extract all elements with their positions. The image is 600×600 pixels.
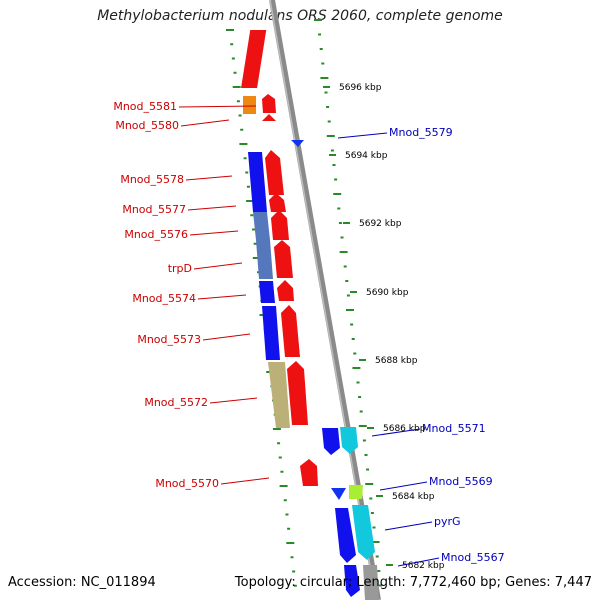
kbp-tick-label: 5694 kbp	[345, 151, 388, 161]
genome-backbone-highlight	[269, 0, 377, 600]
left-gene-label[interactable]: Mnod_5572	[144, 396, 208, 409]
gene-feature-red-e[interactable]	[277, 280, 294, 301]
right-label-leader	[397, 557, 440, 567]
gene-feature-mnod-5580b[interactable]	[262, 114, 276, 121]
gene-feature-mnod-5571-cyan[interactable]	[340, 427, 358, 454]
kbp-tick-label: 5686 kbp	[383, 424, 426, 434]
gene-feature-red-g[interactable]	[287, 361, 308, 425]
gene-feature-pyrg-blue[interactable]	[335, 508, 356, 563]
left-gene-labels: Mnod_5581 Mnod_5580 Mnod_5578 Mnod_5577 Mnod…	[113, 100, 270, 490]
right-gene-label[interactable]: Mnod_5569	[429, 475, 493, 488]
left-label-leader	[209, 397, 258, 404]
gene-feature-red-b[interactable]	[269, 193, 286, 212]
gene-feature-mnod-5576[interactable]	[253, 212, 270, 240]
gene-feature-mnod-5572[interactable]	[268, 362, 290, 428]
left-label-leader	[220, 477, 270, 485]
gene-feature-mnod-5579[interactable]	[291, 140, 304, 147]
left-gene-label[interactable]: Mnod_5580	[115, 119, 179, 132]
genome-backbone	[269, 0, 381, 600]
kbp-tick-label: 5690 kbp	[366, 288, 409, 298]
genome-title: Methylobacterium nodulans ORS 2060, comp…	[97, 8, 503, 24]
left-label-leader	[180, 119, 230, 127]
gene-feature-mnod-5567-gray[interactable]	[363, 565, 379, 600]
left-gene-label[interactable]: Mnod_5576	[124, 228, 188, 241]
left-gene-label[interactable]: trpD	[168, 262, 192, 275]
accession-text: Accession: NC_011894	[8, 575, 156, 590]
left-gene-label[interactable]: Mnod_5573	[137, 333, 201, 346]
left-label-leader	[189, 230, 239, 236]
kbp-tick-label: 5682 kbp	[402, 561, 445, 571]
gene-feature-mnod-5580[interactable]	[262, 94, 276, 113]
left-gene-label[interactable]: Mnod_5578	[120, 173, 184, 186]
left-label-leader	[193, 262, 243, 270]
right-gene-label[interactable]: pyrG	[434, 515, 461, 528]
gene-feature-mnod-5571-blue[interactable]	[322, 428, 340, 455]
left-label-leader	[185, 175, 233, 181]
gene-feature-top[interactable]	[241, 30, 267, 88]
gene-features	[241, 30, 379, 600]
right-label-leader	[379, 481, 428, 491]
left-label-leader	[187, 205, 237, 211]
kbp-tick-label: 5696 kbp	[339, 83, 382, 93]
gene-feature-pyrg-cyan[interactable]	[352, 505, 375, 560]
right-gene-label[interactable]: Mnod_5579	[389, 126, 453, 139]
right-gene-labels: Mnod_5579 Mnod_5571 Mnod_5569 pyrG Mnod_5567	[337, 126, 505, 567]
left-gene-label[interactable]: Mnod_5574	[132, 292, 196, 305]
gene-feature-trpd[interactable]	[256, 240, 273, 279]
left-gene-label[interactable]: Mnod_5577	[122, 203, 186, 216]
right-label-leader	[384, 521, 433, 531]
kbp-tick-label: 5692 kbp	[359, 219, 402, 229]
right-label-leader	[337, 132, 388, 139]
kbp-tick-label: 5684 kbp	[392, 492, 435, 502]
left-gene-label[interactable]: Mnod_5581	[113, 100, 177, 113]
gene-feature-mnod-5573[interactable]	[262, 306, 280, 360]
kbp-tick-label: 5688 kbp	[375, 356, 418, 366]
gene-feature-red-f[interactable]	[281, 305, 300, 357]
left-gene-label[interactable]: Mnod_5570	[155, 477, 219, 490]
gene-feature-red-d[interactable]	[274, 240, 293, 278]
gene-feature-mnod-5569-lime[interactable]	[349, 485, 363, 499]
right-gene-label[interactable]: Mnod_5571	[422, 422, 486, 435]
gene-feature-red-a[interactable]	[265, 150, 284, 195]
gene-feature-mnod-5569-blue[interactable]	[331, 488, 346, 500]
gene-feature-mnod-5567-blue[interactable]	[344, 565, 360, 597]
gene-feature-mnod-5570[interactable]	[300, 459, 318, 486]
genome-stats-text: Topology: circular; Length: 7,772,460 bp…	[234, 575, 592, 590]
gene-feature-mnod-5581[interactable]	[243, 96, 256, 114]
gene-feature-mnod-5574[interactable]	[259, 281, 275, 303]
left-label-leader	[197, 294, 247, 300]
kbp-ticks: 5696 kbp 5694 kbp 5692 kbp 5690 kbp 5688 kbp…	[323, 83, 445, 571]
left-label-leader	[202, 333, 251, 341]
right-gene-label[interactable]: Mnod_5567	[441, 551, 505, 564]
gene-feature-red-c[interactable]	[271, 210, 289, 240]
left-label-leader	[178, 105, 257, 108]
gene-feature-mnod-5578[interactable]	[248, 152, 267, 212]
right-label-leader	[371, 428, 421, 437]
